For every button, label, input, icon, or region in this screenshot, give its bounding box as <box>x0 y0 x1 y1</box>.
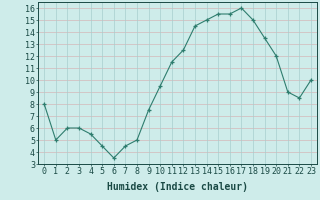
X-axis label: Humidex (Indice chaleur): Humidex (Indice chaleur) <box>107 182 248 192</box>
